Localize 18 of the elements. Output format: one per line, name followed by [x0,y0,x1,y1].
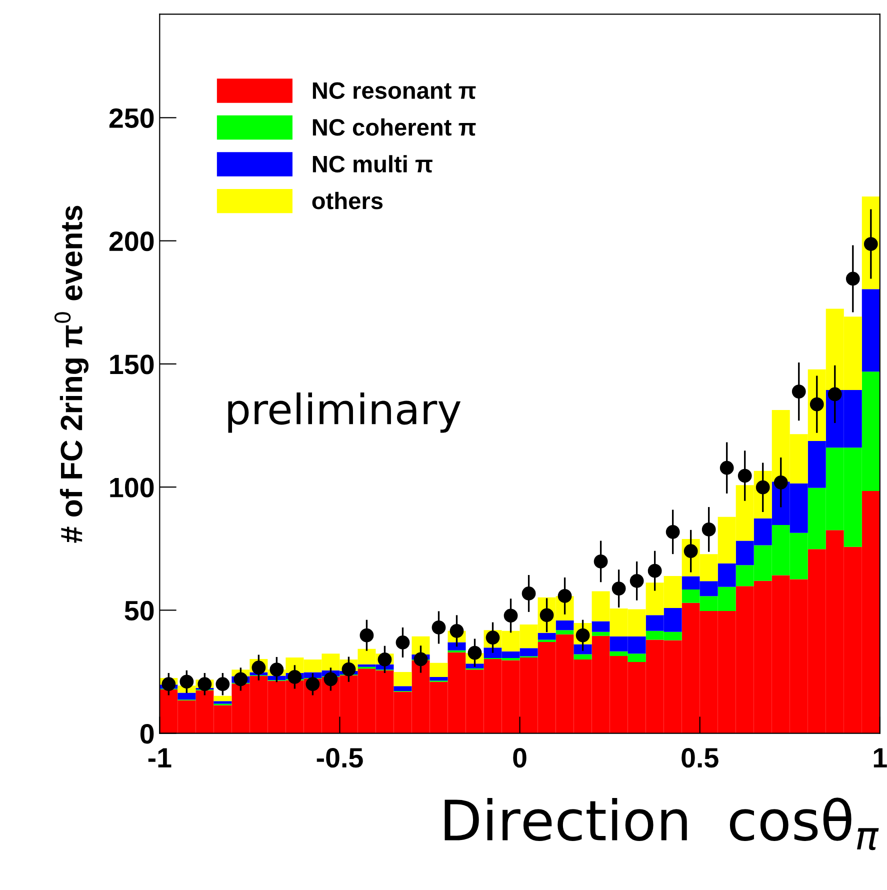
y-tick-label: 200 [109,231,154,252]
y-tick-label: 150 [110,354,154,374]
y-tick-label: 100 [110,478,154,498]
x-tick-label: 1 [874,748,887,768]
x-tick-label: -0.5 [316,748,363,768]
x-tick-label: 0 [513,748,526,768]
legend-label: NC resonant π [312,82,476,99]
y-tick-label: 0 [140,724,154,744]
x-tick-label: 0.5 [682,748,718,768]
y-tick-label: 250 [109,108,154,128]
x-tick-label: -1 [148,748,172,768]
legend-label: others [312,192,383,210]
y-axis-title: # of FC 2ring π$^{0}$ events [54,206,89,543]
legend-label: NC coherent π [312,118,476,136]
legend-label: NC multi π [312,155,432,172]
x-axis-title: Direction cosθ$_{π}$ [444,798,879,850]
annotation: preliminary [228,392,461,433]
y-tick-label: 50 [124,600,154,621]
